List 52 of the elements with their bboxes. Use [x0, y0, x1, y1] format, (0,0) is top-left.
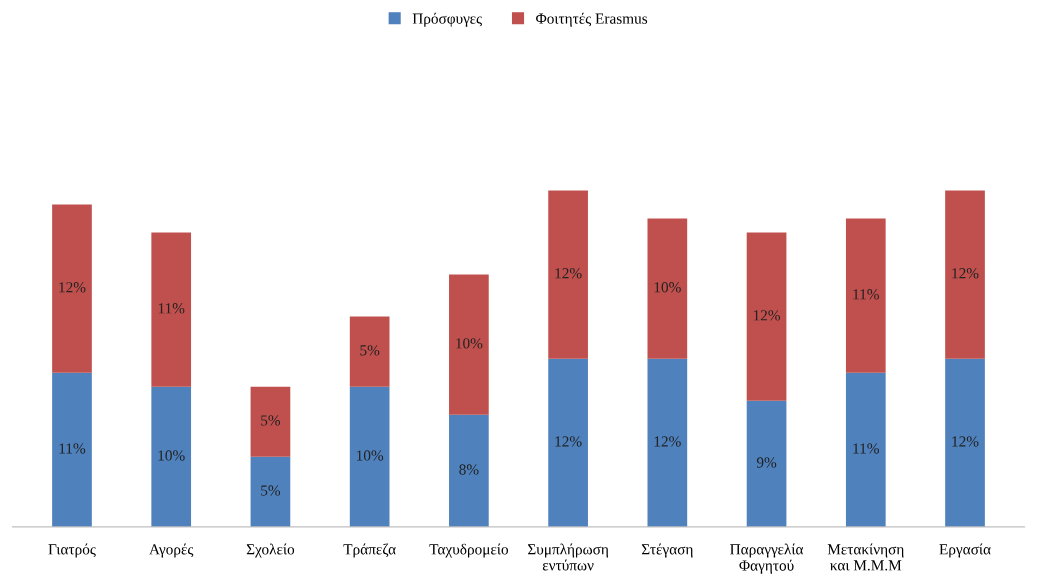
data-label: 10% — [357, 450, 384, 461]
data-label: 5% — [261, 485, 281, 496]
data-label: 5% — [261, 415, 281, 426]
data-label: 10% — [158, 450, 185, 461]
legend-label: Φοιτητές Erasmus — [536, 12, 648, 27]
bar — [151, 232, 192, 387]
data-label: 11% — [853, 443, 879, 454]
data-label: 5% — [360, 345, 380, 356]
x-tick-label: Τράπεζα — [343, 543, 396, 558]
bar — [449, 274, 489, 415]
bar — [52, 204, 92, 373]
data-label: 9% — [756, 457, 777, 468]
bar — [945, 190, 985, 359]
data-label: 12% — [59, 282, 86, 293]
data-label: 12% — [753, 310, 781, 321]
bar — [548, 190, 588, 359]
bar — [250, 456, 291, 527]
data-label: 11% — [853, 289, 879, 300]
data-label: 8% — [459, 464, 479, 475]
bar — [449, 414, 489, 527]
bar — [845, 218, 886, 373]
x-tick-label: Παραγγελία Φαγητού — [730, 543, 804, 574]
data-label: 12% — [952, 268, 979, 279]
bar — [647, 358, 688, 527]
data-label: 11% — [158, 303, 185, 314]
x-tick-label: Μετακίνηση και Μ.Μ.Μ — [827, 543, 904, 571]
bar — [52, 372, 92, 527]
data-label: 10% — [456, 338, 483, 349]
x-tick-label: Εργασία — [939, 543, 991, 558]
data-label: 12% — [555, 268, 582, 279]
bar — [349, 386, 390, 527]
x-tick-label: Συμπλήρωση εντύπων — [527, 543, 609, 571]
bar — [746, 232, 787, 401]
bar — [250, 386, 291, 457]
data-label: 12% — [952, 436, 979, 447]
x-tick-label: Στέγαση — [641, 543, 693, 558]
bar — [548, 358, 588, 527]
bar — [945, 358, 985, 527]
bar — [647, 218, 688, 359]
bar — [746, 400, 787, 527]
bar — [845, 372, 886, 527]
legend-label: Πρόσφυγες — [412, 12, 482, 27]
bar — [349, 316, 390, 387]
bar — [151, 386, 192, 527]
x-tick-label: Σχολείο — [246, 543, 295, 558]
data-label: 10% — [654, 282, 681, 293]
x-tick-label: Αγορές — [149, 543, 194, 558]
x-tick-label: Ταχυδρομείο — [429, 543, 509, 558]
data-label: 12% — [555, 436, 582, 447]
data-label: 12% — [654, 436, 681, 447]
data-label: 11% — [59, 443, 86, 454]
x-tick-label: Γιατρός — [48, 543, 96, 558]
